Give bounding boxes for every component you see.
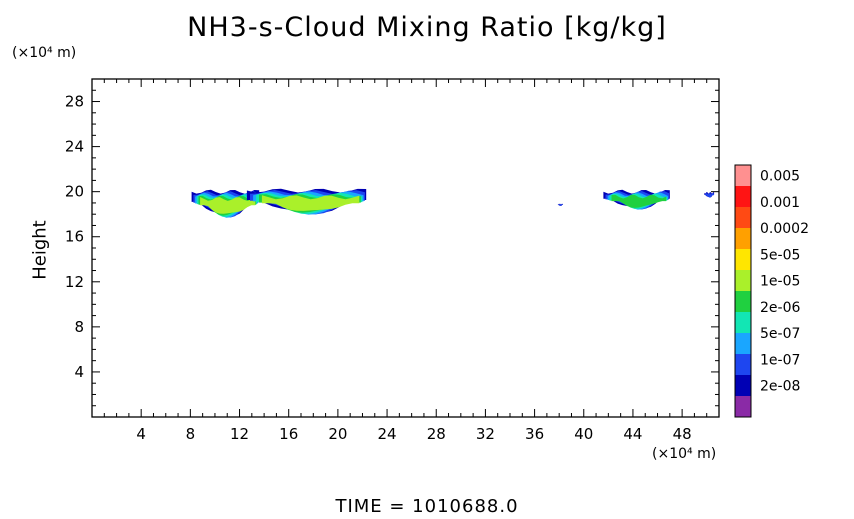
colorbar-label: 1e-05 — [760, 274, 800, 290]
colorbar-label: 5e-07 — [760, 326, 800, 342]
colorbar: 2e-08 1e-07 5e-07 2e-06 1e-05 5e-05 0.0002 0.00… — [734, 164, 809, 418]
x-tick-label: 20 — [328, 425, 347, 443]
cloud-d — [603, 189, 670, 210]
colorbar-label: 1e-07 — [760, 352, 800, 368]
time-label: TIME = 1010688.0 — [335, 496, 519, 517]
colorbar-label: 5e-05 — [760, 247, 800, 263]
x-tick-label: 28 — [427, 425, 446, 443]
colorbar-cell — [735, 354, 751, 375]
x-tick-label: 12 — [230, 425, 249, 443]
colorbar-frame — [734, 164, 752, 418]
x-tick-label: 24 — [378, 425, 397, 443]
cloud-d-contour — [611, 194, 667, 208]
colorbar-cell — [735, 249, 751, 270]
colorbar-cell — [735, 228, 751, 249]
x-tick-label: 4 — [136, 425, 146, 443]
x-tick-label: 44 — [623, 425, 642, 443]
x-tick-label: 40 — [574, 425, 593, 443]
y-tick-label: 16 — [65, 228, 84, 246]
colorbar-cell — [735, 270, 751, 291]
colorbar-label: 0.0002 — [760, 221, 809, 237]
cloud-e — [704, 192, 715, 198]
colorbar-cell — [735, 312, 751, 333]
y-axis-unit: (×10⁴ m) — [12, 45, 77, 61]
colorbar-label: 2e-06 — [760, 300, 800, 316]
colorbar-cell — [735, 375, 751, 396]
colorbar-cell — [735, 333, 751, 354]
y-tick-labels: 4 8 12 16 20 24 28 — [65, 93, 84, 381]
x-tick-label: 48 — [673, 425, 692, 443]
colorbar-label: 2e-08 — [760, 379, 800, 395]
colorbar-cell — [735, 396, 751, 417]
cloud-a — [191, 189, 260, 218]
y-tick-label: 28 — [65, 93, 84, 111]
cloud-c — [557, 203, 563, 206]
y-tick-label: 20 — [65, 183, 84, 201]
x-tick-label: 16 — [279, 425, 298, 443]
colorbar-label: 0.005 — [760, 169, 800, 185]
y-tick-label: 12 — [65, 273, 84, 291]
plot-frame — [91, 78, 720, 418]
cloud-layer — [191, 188, 715, 218]
colorbar-cell — [735, 291, 751, 312]
y-tick-label: 8 — [74, 318, 84, 336]
y-tick-label: 4 — [74, 363, 84, 381]
colorbar-cell — [735, 207, 751, 228]
colorbar-cell — [735, 186, 751, 207]
colorbar-cell — [735, 165, 751, 186]
cloud-c-contour — [558, 204, 563, 206]
x-axis-unit: (×10⁴ m) — [652, 446, 717, 462]
cloud-a-contour — [200, 197, 256, 214]
x-tick-labels: 4 8 12 16 20 24 28 32 36 40 44 48 — [136, 425, 691, 443]
cloud-b-contour — [261, 195, 360, 211]
chart-title: NH3-s-Cloud Mixing Ratio [kg/kg] — [187, 12, 667, 43]
y-tick-label: 24 — [65, 138, 84, 156]
cloud-e-contour — [705, 193, 714, 198]
y-axis-label: Height — [29, 220, 51, 280]
x-tick-label: 8 — [186, 425, 196, 443]
x-tick-label: 32 — [476, 425, 495, 443]
colorbar-label: 0.001 — [760, 195, 800, 211]
axis-ticks — [92, 79, 719, 417]
x-tick-label: 36 — [525, 425, 544, 443]
cloud-b — [246, 188, 367, 215]
